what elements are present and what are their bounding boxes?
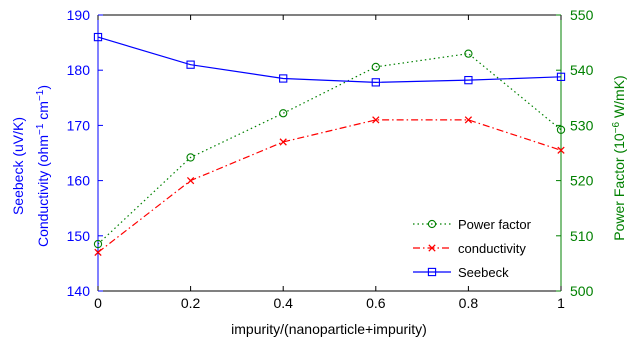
legend-label-conductivity: conductivity [458,241,526,256]
series-line-power-factor [97,53,562,245]
data-point-seebeck [279,74,288,83]
x-tick-label: 1 [557,295,565,311]
series-line-seebeck [97,36,562,83]
data-point-power-factor [371,62,380,72]
right-y-tick-label: 510 [570,228,594,244]
left-y-tick-label: 190 [67,7,91,23]
legend-marker-power-factor [427,219,437,229]
left-y-tick-label: 170 [67,117,91,133]
left-y-tick-label: 180 [67,62,91,78]
left-axis-title-line2: Conductivity (ohm−1 cm−1) [35,85,52,247]
data-point-seebeck [93,32,103,42]
data-point-seebeck [371,78,380,87]
right-axis-title: Power Factor (10−6 W/mK) [611,75,628,240]
series-seebeck [93,32,566,87]
series-power-factor [93,49,566,249]
data-point-conductivity [557,146,565,154]
series-line-conductivity [97,119,562,253]
left-y-tick-label: 140 [67,283,91,299]
data-point-conductivity [186,176,195,185]
right-y-tick-label: 540 [570,62,594,78]
data-point-seebeck [464,75,473,85]
data-point-conductivity [372,116,380,124]
legend-marker-seebeck [427,267,437,277]
data-point-conductivity [464,116,473,124]
legend: Power factor conductivity Seebeck [413,217,532,280]
right-y-tick-label: 500 [570,283,594,299]
legend-label-seebeck: Seebeck [458,265,509,280]
x-tick-label: 0.4 [273,295,293,311]
x-tick-label: 0.6 [366,295,386,311]
data-point-power-factor [186,153,195,162]
x-tick-label: 0.8 [459,295,479,311]
x-axis-title: impurity/(nanoparticle+impurity) [231,321,427,337]
data-point-power-factor [464,49,473,58]
right-y-tick-label: 550 [570,7,594,23]
plot-frame [97,14,562,292]
right-y-axis: 500 510 520 530 540 550 [556,7,594,299]
right-y-tick-label: 530 [570,117,594,133]
series-conductivity [94,116,565,257]
left-y-tick-label: 160 [67,173,91,189]
left-y-axis: 140 150 160 170 180 190 [67,7,103,299]
x-axis: 0 0.2 0.4 0.6 0.8 1 [94,15,565,311]
left-y-tick-label: 150 [67,228,91,244]
legend-label-power-factor: Power factor [458,217,532,232]
data-point-seebeck [186,60,195,69]
right-y-tick-label: 520 [570,173,594,189]
left-axis-title-line1: Seebeck (uV/K) [10,117,26,215]
data-point-power-factor [556,125,566,134]
legend-marker-conductivity [428,244,436,252]
x-tick-label: 0 [94,295,102,311]
x-tick-label: 0.2 [181,295,201,311]
series-layer [93,32,566,257]
data-point-power-factor [93,239,103,249]
data-point-power-factor [279,109,288,118]
data-point-conductivity [94,248,102,257]
data-point-seebeck [556,72,566,81]
data-point-conductivity [279,138,287,146]
